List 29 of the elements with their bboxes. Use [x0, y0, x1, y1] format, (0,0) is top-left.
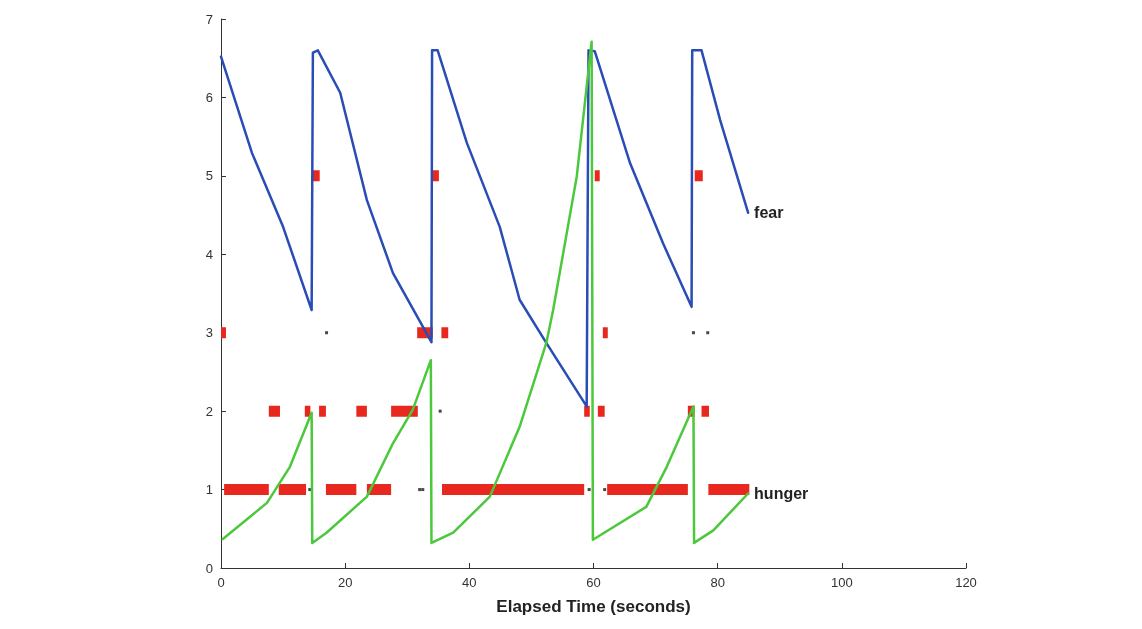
x-tick-label: 40	[462, 575, 477, 590]
point	[421, 488, 425, 492]
point	[438, 409, 442, 413]
y-tick-label: 1	[205, 482, 213, 498]
x-tick-label: 60	[586, 575, 601, 590]
y-tick-label: 3	[205, 325, 213, 341]
point	[587, 488, 591, 492]
point	[325, 331, 329, 335]
point	[308, 488, 312, 492]
y-tick-label: 5	[205, 168, 213, 184]
point	[706, 331, 710, 335]
point	[418, 488, 422, 492]
line-series	[219, 49, 750, 408]
y-tick-label: 4	[205, 246, 213, 262]
series-label: fear	[754, 204, 784, 222]
y-tick-label: 0	[205, 560, 213, 576]
x-axis-title: Elapsed Time (seconds)	[496, 597, 691, 616]
x-tick-label: 20	[337, 575, 353, 590]
x-tick-label: 100	[830, 575, 853, 590]
x-tick-label: 0	[217, 575, 225, 590]
y-tick-label: 6	[205, 89, 213, 105]
x-tick-label: 120	[955, 575, 977, 590]
y-tick-label: 7	[205, 11, 213, 27]
point	[603, 488, 607, 492]
x-tick-label: 80	[710, 575, 725, 590]
line-series	[221, 40, 750, 545]
series-label: hunger	[754, 484, 809, 502]
point	[691, 331, 695, 335]
y-tick-label: 2	[205, 403, 213, 419]
